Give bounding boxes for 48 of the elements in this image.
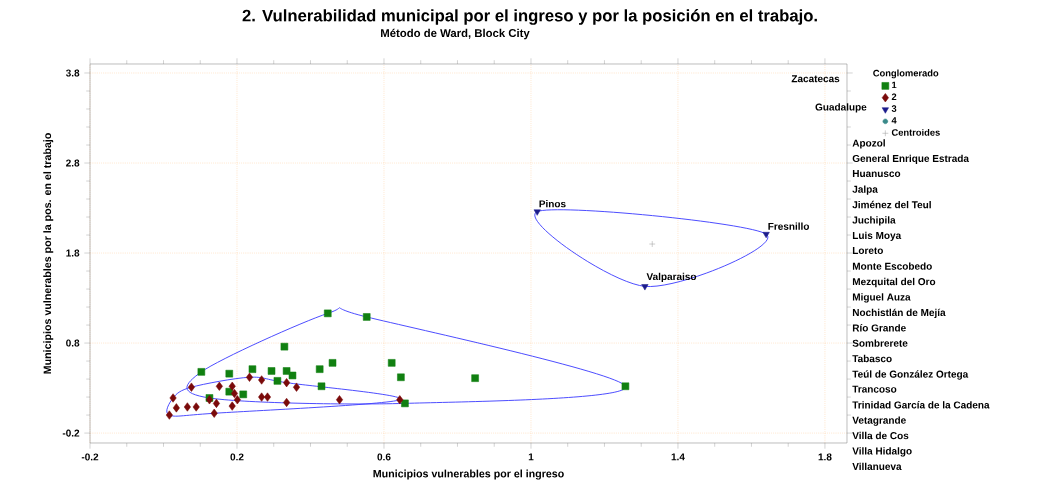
text: Jalpa xyxy=(852,185,878,195)
annotation: Valparaiso xyxy=(646,272,697,283)
legend-label: 4 xyxy=(891,117,897,124)
x-tick-label: 1.8 xyxy=(818,453,832,461)
text: Trinidad García de la Cadena xyxy=(852,401,990,409)
text: Villa de Cos xyxy=(852,431,909,440)
text: Vetagrande xyxy=(852,416,906,426)
y-axis-title: Municipios vulnerables por la pos. en el trabajo xyxy=(43,133,54,374)
text: Tabasco xyxy=(852,354,892,363)
annotation: Pinos xyxy=(539,200,566,208)
text: Loreto xyxy=(852,247,883,255)
text: Nochistlán de Mejía xyxy=(852,308,946,319)
y-tick-label: -0.2 xyxy=(62,429,80,437)
legend-title: Conglomerado xyxy=(873,69,939,79)
annotation: Guadalupe xyxy=(815,103,867,113)
text: Luis Moya xyxy=(852,231,902,241)
y-tick-label: 2.8 xyxy=(66,159,80,167)
x-axis-title: Municipios vulnerables por el ingreso xyxy=(373,469,564,480)
text: Río Grande xyxy=(852,324,906,332)
text: Monte Escobedo xyxy=(852,262,932,270)
legend-label: Centroides xyxy=(891,128,940,136)
text: Juchipila xyxy=(852,216,896,226)
text: Huanusco xyxy=(852,170,901,178)
chart-title: 2. Vulnerabilidad municipal por el ingreso y por la posición en el trabajo. xyxy=(242,9,817,25)
text: Miguel Auza xyxy=(852,293,911,303)
y-tick-label: 1.8 xyxy=(66,249,80,257)
x-tick-label: -0.2 xyxy=(81,453,99,461)
legend-label: 2 xyxy=(891,93,897,100)
text: General Enrique Estrada xyxy=(852,154,970,164)
text: Villa Hidalgo xyxy=(852,447,912,457)
text: Sombrerete xyxy=(852,339,908,347)
x-tick-label: 0.6 xyxy=(377,453,391,461)
x-tick-label: 1 xyxy=(528,453,534,461)
legend-label: 3 xyxy=(891,105,897,112)
text: Trancoso xyxy=(852,385,897,393)
text: Jiménez del Teul xyxy=(852,200,931,209)
text: Mezquital del Oro xyxy=(852,277,936,288)
y-tick-label: 0.8 xyxy=(66,339,80,347)
text: Apozol xyxy=(852,139,885,149)
y-tick-label: 3.8 xyxy=(65,69,80,77)
text: Villanueva xyxy=(852,462,902,470)
annotation: Fresnillo xyxy=(768,222,810,230)
legend-label: 1 xyxy=(892,81,897,89)
x-tick-label: 1.4 xyxy=(671,453,685,461)
chart-subtitle: Método de Ward, Block City xyxy=(381,28,530,40)
text: Teúl de González Ortega xyxy=(852,370,969,380)
x-tick-label: 0.2 xyxy=(230,453,244,461)
annotation: Zacatecas xyxy=(791,75,840,83)
